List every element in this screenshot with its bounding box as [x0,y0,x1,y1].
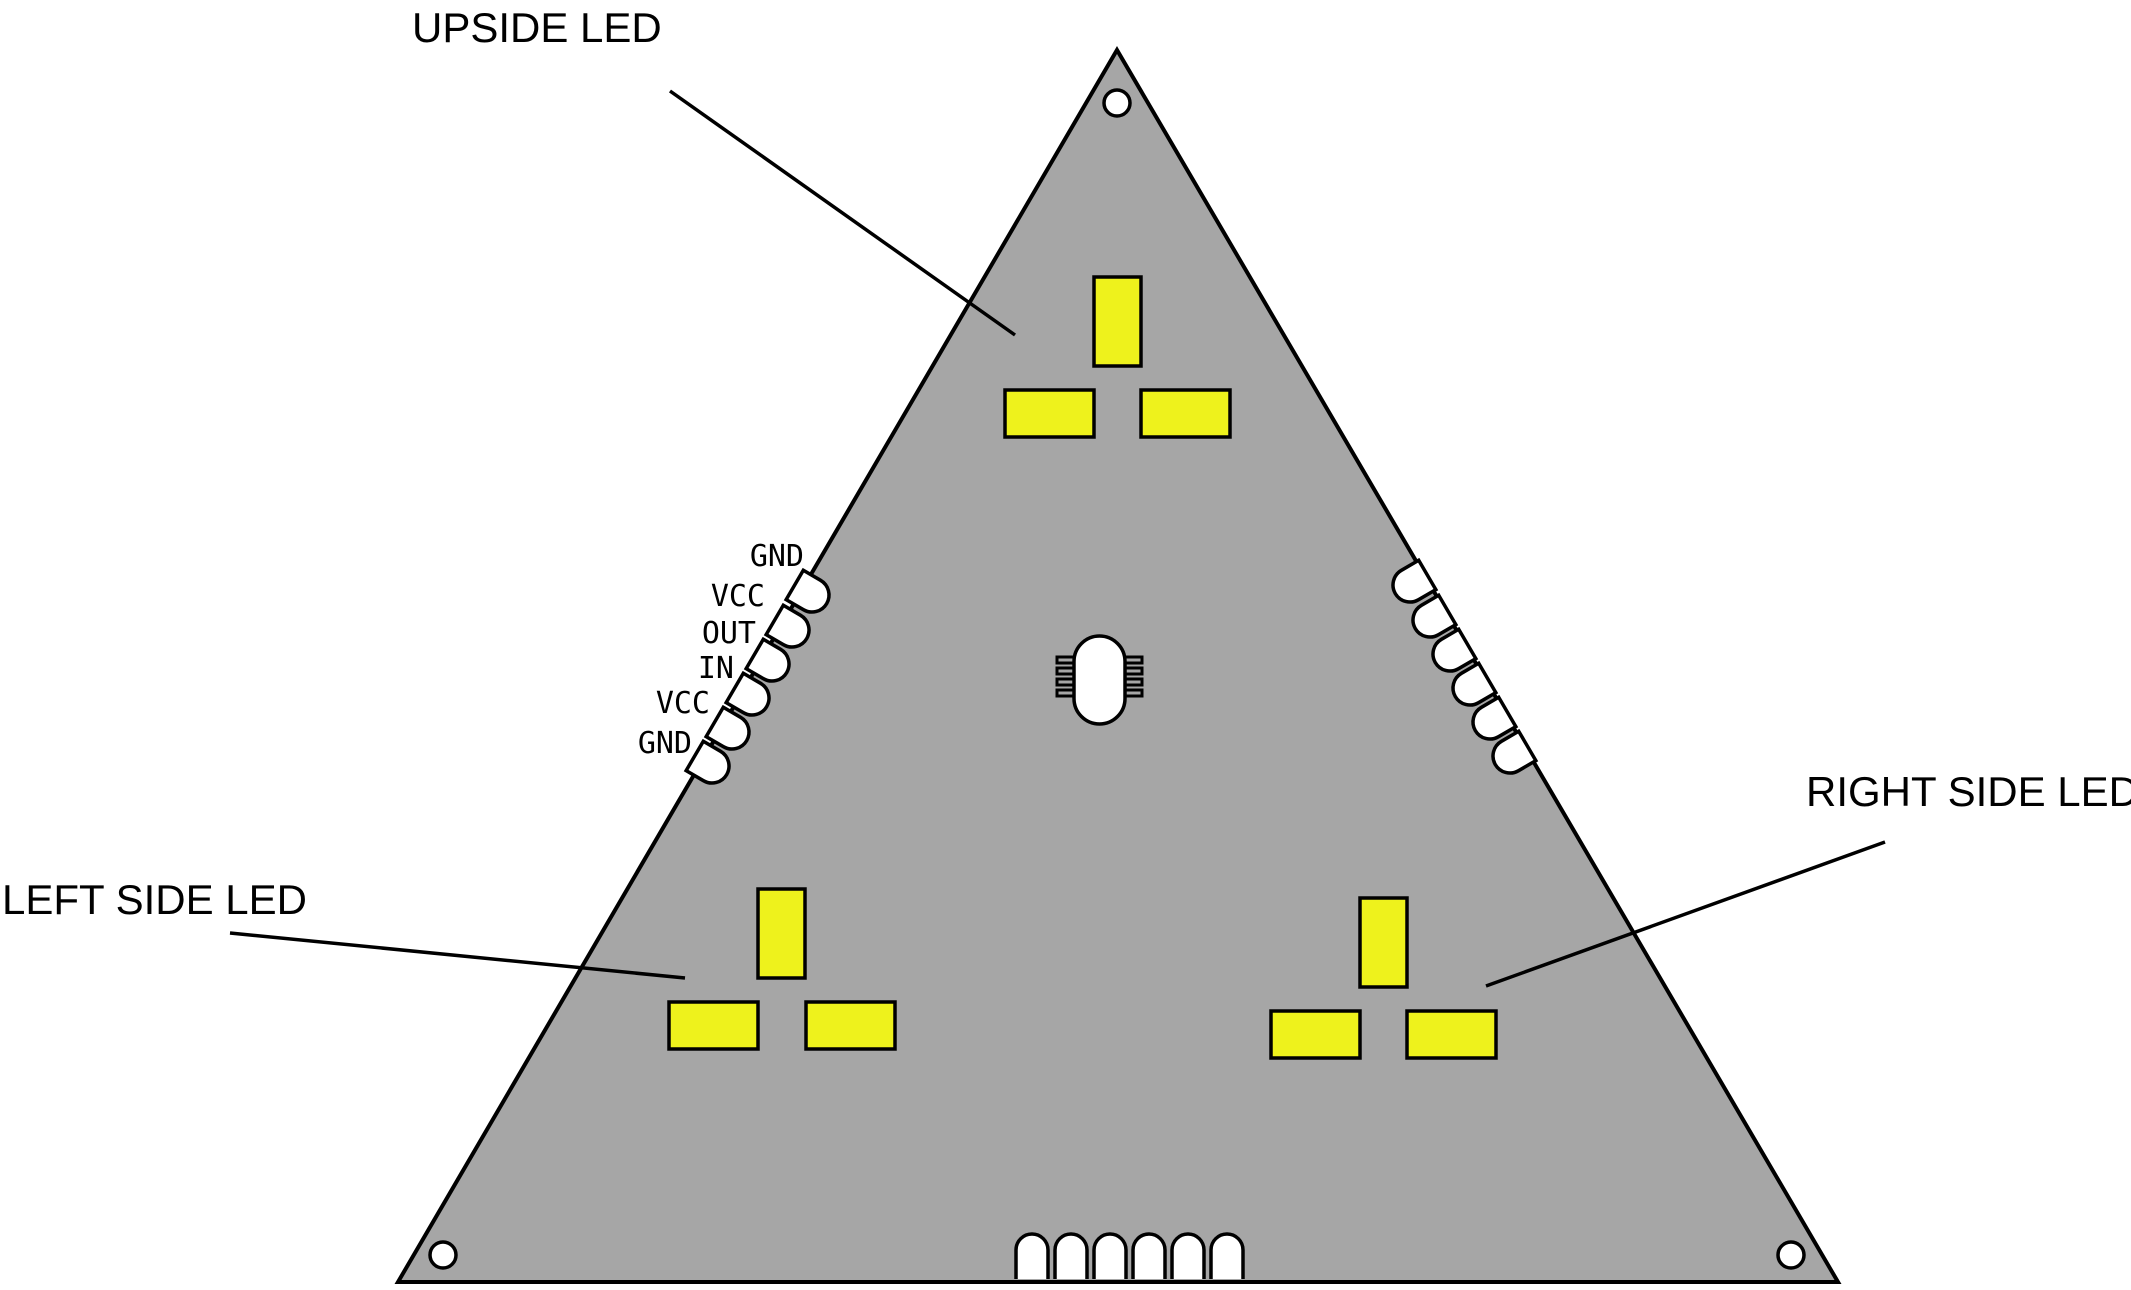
pin-labels: GND VCC OUT IN VCC GND [638,539,804,761]
mounting-hole-top [1102,88,1132,118]
upside-led-cluster [1003,275,1232,439]
bottom-edge-pads [1014,1232,1245,1279]
pin-label-3: OUT [702,616,756,651]
right-led-cluster [1269,896,1498,1060]
upside-led-vertical [1092,275,1143,368]
upside-led-right [1139,388,1232,439]
mounting-hole-bottom-right [1776,1240,1806,1270]
right-leader-line [1485,840,1886,988]
upside-leader-line [668,89,1017,337]
pin-label-6: GND [638,726,692,761]
right-edge-pads [1391,557,1539,775]
mounting-hole-bottom-left [428,1240,458,1270]
pin-label-1: GND [750,539,804,574]
chip-body [1072,634,1127,726]
pin-label-4: IN [698,651,734,686]
left-led-cluster [667,887,897,1051]
right-led-vertical [1358,896,1409,989]
pin-label-5: VCC [656,686,710,721]
left-side-led-label: LEFT SIDE LED [2,876,307,923]
left-led-vertical [756,887,807,980]
pin-label-2: VCC [711,579,765,614]
left-led-left [667,1000,760,1051]
right-side-led-label: RIGHT SIDE LED [1806,768,2131,815]
right-led-right [1405,1009,1498,1060]
right-led-left [1269,1009,1362,1060]
left-led-right [804,1000,897,1051]
center-chip [1055,634,1144,726]
upside-led-left [1003,388,1096,439]
left-edge-pads [683,567,831,785]
upside-led-label: UPSIDE LED [412,4,662,51]
left-leader-line [229,931,686,980]
